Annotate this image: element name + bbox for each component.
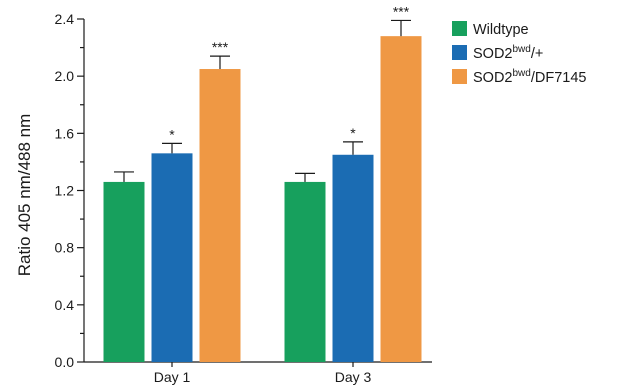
legend-label: SOD2bwd/DF7145 [473, 68, 586, 86]
significance-label: * [350, 125, 356, 141]
y-tick-label: 0.4 [55, 297, 75, 313]
bar [151, 153, 193, 362]
legend: Wildtype SOD2bwd/+ SOD2bwd/DF7145 [452, 21, 586, 86]
legend-swatch [452, 69, 467, 84]
y-tick-label: 0.8 [55, 240, 75, 256]
x-tick-label: Day 3 [335, 369, 372, 385]
bar [103, 181, 145, 362]
x-axis: Day 1 Day 3 [84, 361, 432, 385]
y-tick-label: 2.4 [55, 11, 75, 27]
legend-label: SOD2bwd/+ [473, 44, 543, 62]
x-tick-label: Day 1 [154, 369, 191, 385]
legend-swatch [452, 21, 467, 36]
significance-label: *** [212, 39, 229, 55]
legend-label: Wildtype [473, 22, 529, 38]
y-tick-label: 2.0 [55, 68, 75, 84]
bar [380, 36, 422, 363]
y-tick-label: 1.6 [55, 125, 75, 141]
y-axis: 0.0 0.4 0.8 1.2 1.6 2.0 2.4 [55, 11, 85, 370]
significance-label: * [169, 126, 175, 142]
bars: ******** [103, 3, 422, 363]
legend-swatch [452, 45, 467, 60]
bar [199, 69, 241, 362]
y-tick-label: 1.2 [55, 183, 75, 199]
bar [332, 154, 374, 362]
significance-label: *** [393, 3, 410, 19]
bar [284, 181, 326, 362]
y-tick-label: 0.0 [55, 354, 75, 370]
y-axis-title: Ratio 405 nm/488 nm [15, 114, 34, 277]
